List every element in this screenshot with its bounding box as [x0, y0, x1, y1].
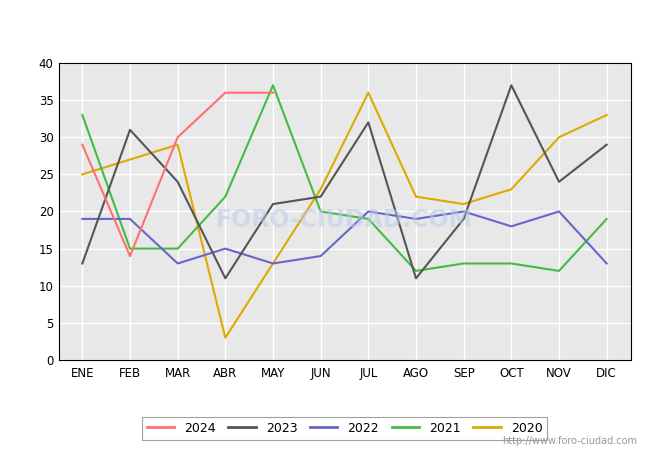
Text: http://www.foro-ciudad.com: http://www.foro-ciudad.com: [502, 436, 637, 446]
Legend: 2024, 2023, 2022, 2021, 2020: 2024, 2023, 2022, 2021, 2020: [142, 417, 547, 440]
Text: FORO-CIUDAD.COM: FORO-CIUDAD.COM: [216, 208, 473, 232]
Text: Matriculaciones de Vehiculos en Alginet: Matriculaciones de Vehiculos en Alginet: [160, 18, 490, 36]
